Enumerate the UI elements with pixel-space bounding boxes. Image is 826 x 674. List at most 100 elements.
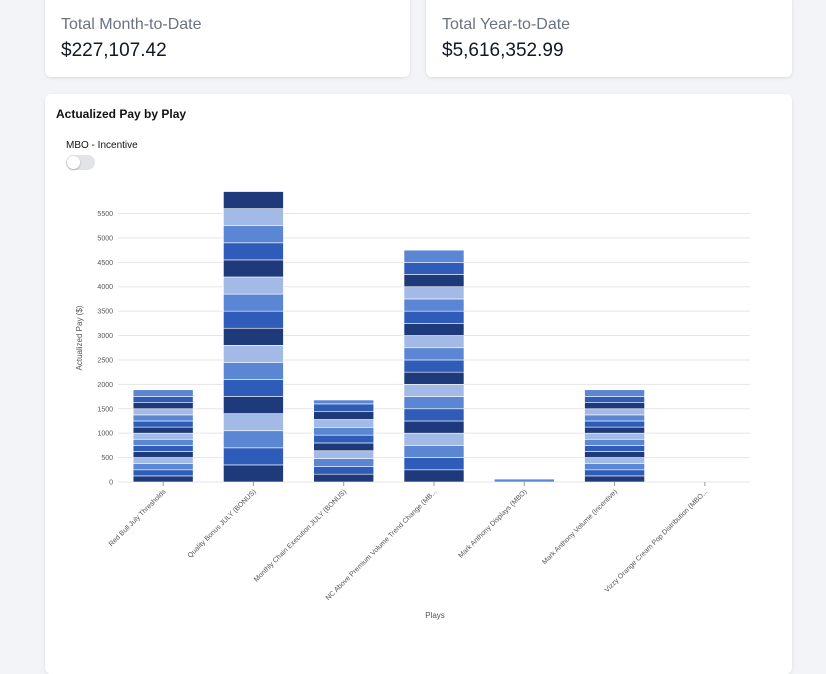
- bar-segment: [403, 445, 465, 458]
- bar-segment: [584, 463, 645, 471]
- bar-segment: [584, 414, 645, 422]
- bar-segment: [132, 475, 194, 483]
- bar-segment: [223, 362, 284, 380]
- x-tick-label: Red Bull July Thresholds: [108, 488, 168, 548]
- bar-segment: [403, 420, 465, 434]
- bar-segment: [313, 473, 375, 483]
- bar-segment: [132, 420, 194, 428]
- year-to-date-label: Total Year-to-Date: [442, 16, 571, 33]
- bar-segment: [223, 259, 284, 278]
- bar-segment: [132, 432, 194, 440]
- bar-segment: [132, 451, 194, 458]
- bar-segment: [313, 399, 375, 405]
- bar-segment: [223, 430, 284, 449]
- bar-segment: [403, 408, 465, 422]
- actualized-pay-chart-card: 0 500 1000 1500 2000 2500 3000 3500 4000 4500 5000…: [45, 94, 792, 674]
- bar-segment: [584, 420, 645, 428]
- y-tick-label: 0: [109, 480, 113, 487]
- y-tick-label: 500: [101, 455, 113, 462]
- y-tick-label: 1500: [97, 406, 113, 413]
- bar-segment: [223, 327, 284, 346]
- x-tick-label: NC Above Premium Volume Trend Change (MB…: [325, 488, 439, 602]
- y-axis-title: Actualized Pay ($): [75, 305, 84, 370]
- bar-segment: [223, 242, 284, 261]
- bar-segment: [403, 347, 465, 361]
- bar-segment: [223, 191, 284, 209]
- bar-segment: [493, 478, 555, 483]
- bar-segment: [223, 464, 284, 483]
- bar-segment: [223, 447, 284, 466]
- bar-segment: [584, 457, 645, 464]
- x-axis-title: Plays: [425, 611, 445, 620]
- toggle-knob[interactable]: [67, 156, 80, 169]
- bar-segment: [132, 463, 194, 471]
- y-tick-label: 3500: [97, 309, 113, 316]
- bar-segment: [313, 403, 375, 413]
- bar-segment: [223, 208, 284, 227]
- y-tick-label: 2000: [97, 382, 113, 389]
- mbo-incentive-toggle[interactable]: [66, 155, 95, 170]
- bar-segment: [584, 469, 645, 477]
- bar-segment: [223, 293, 284, 312]
- bar-segment: [584, 426, 645, 434]
- bar-segment: [313, 427, 375, 436]
- y-tick-label: 1000: [97, 431, 113, 438]
- bar-segment: [584, 438, 645, 446]
- bar-segment: [223, 276, 284, 295]
- bar-segment: [132, 457, 194, 464]
- bar-segment: [223, 413, 284, 432]
- bar-segment: [132, 389, 194, 397]
- bar-segment: [403, 323, 465, 336]
- bar-segment: [403, 249, 465, 263]
- bar-segment: [584, 396, 645, 403]
- bar-segment: [403, 286, 465, 300]
- y-tick-label: 5000: [97, 235, 113, 242]
- chart-title: Actualized Pay by Play: [56, 107, 187, 121]
- y-tick-label: 4500: [97, 260, 113, 267]
- year-to-date-value: $5,616,352.99: [442, 40, 564, 61]
- y-tick-label: 2500: [97, 357, 113, 364]
- bar-segment: [584, 389, 645, 397]
- bar-segment: [223, 345, 284, 363]
- x-tick-label: Quality Bonus JULY (BONUS): [187, 488, 258, 559]
- bar-segment: [403, 298, 465, 312]
- bar-segment: [403, 335, 465, 349]
- bar-segment: [403, 457, 465, 471]
- month-to-date-value: $227,107.42: [61, 40, 167, 61]
- bar-segment: [313, 458, 375, 467]
- bar-segment: [403, 469, 465, 483]
- bar-segment: [403, 371, 465, 385]
- y-tick-label: 4000: [97, 284, 113, 291]
- mbo-incentive-toggle-label: MBO - Incentive: [66, 140, 138, 151]
- bar-segment: [584, 408, 645, 416]
- bar-segment: [584, 445, 645, 452]
- x-tick-label: Mark Anthony Displays (MBO): [457, 488, 528, 559]
- bar-segment: [132, 426, 194, 434]
- bar-segment: [313, 450, 375, 459]
- bar-segment: [132, 469, 194, 477]
- bar-segment: [313, 442, 375, 452]
- bar-segment: [132, 414, 194, 422]
- month-to-date-card: Total Month-to-Date $227,107.42: [45, 0, 410, 77]
- x-tick-label: Monthly Chain Execution JULY (BONUS): [253, 488, 348, 583]
- bar-segment: [132, 438, 194, 446]
- bar-segment: [223, 310, 284, 329]
- x-tick-label: Vizzy Orange Cream Pop Distribution (MBO…: [604, 488, 710, 594]
- bar-segment: [313, 419, 375, 428]
- bar-segment: [403, 359, 465, 373]
- bar-segment: [132, 402, 194, 410]
- year-to-date-card: Total Year-to-Date $5,616,352.99: [426, 0, 792, 77]
- stacked-bar-chart: 0 500 1000 1500 2000 2500 3000 3500 4000 4500 5000…: [75, 191, 750, 620]
- bar-segment: [132, 408, 194, 416]
- y-tick-label: 3000: [97, 333, 113, 340]
- bar-segment: [584, 432, 645, 440]
- x-tick-label: Mark Anthony Volume (Incentive): [541, 488, 619, 566]
- bar-segment: [403, 262, 465, 275]
- bar-segment: [584, 402, 645, 410]
- bar-segment: [132, 445, 194, 452]
- month-to-date-label: Total Month-to-Date: [61, 16, 202, 33]
- y-tick-label: 5500: [97, 211, 113, 218]
- bar-segment: [584, 451, 645, 458]
- bar-segment: [132, 396, 194, 403]
- bar-segment: [313, 411, 375, 420]
